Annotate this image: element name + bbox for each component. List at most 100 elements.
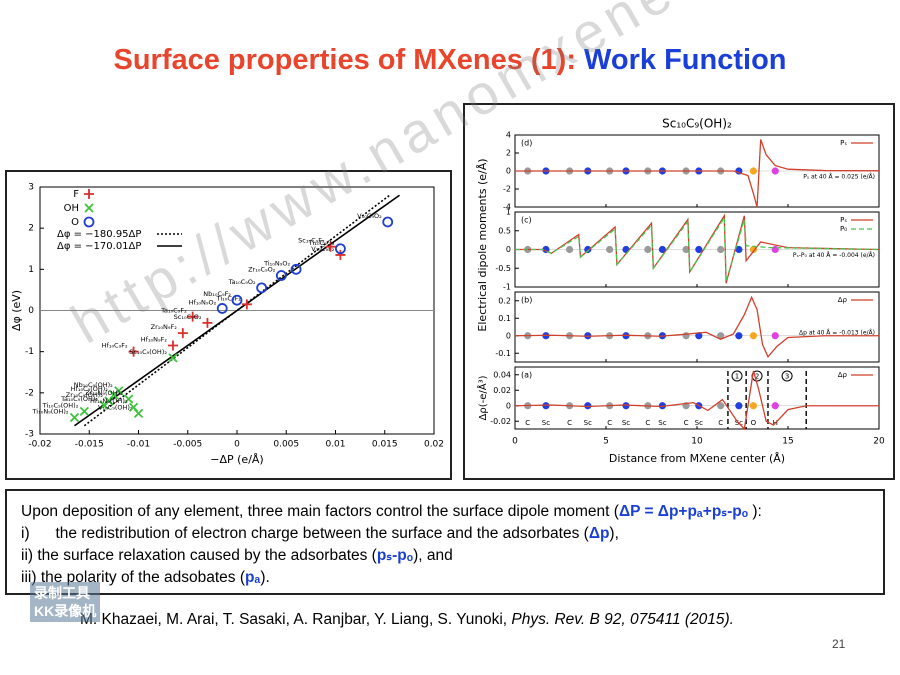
scatter-chart: -0.02 -0.015 -0.01 -0.005 0 0.005 0.01 0.015 0.0… <box>5 170 452 480</box>
atom-dot <box>644 245 652 254</box>
y-tick-label: 1 <box>506 208 511 217</box>
atom-label: C <box>525 419 530 427</box>
y-tick-label: 3 <box>28 183 34 193</box>
atom-dot <box>771 245 779 254</box>
x-tick-label: -0.02 <box>28 440 51 450</box>
legend-label: Pₛ <box>840 216 847 224</box>
x-tick-label: -0.01 <box>127 440 150 450</box>
legend-label: Δφ = −170.01ΔP <box>57 241 141 252</box>
y-tick-label: 0 <box>506 167 511 176</box>
atom-label: Sc <box>658 419 666 427</box>
y-tick-label: 0.1 <box>498 314 511 323</box>
y-tick-label: -2 <box>503 185 511 194</box>
y-tick-label: 1 <box>28 265 34 275</box>
point <box>128 346 139 357</box>
point-label: Ti₁₀C₉F₂ <box>216 294 242 302</box>
atom-dot <box>717 402 725 410</box>
y-tick-label: 0 <box>506 401 511 410</box>
item-prefix: ii) <box>21 547 38 564</box>
atom-label: Sc <box>695 419 703 427</box>
atom-label: C <box>567 419 572 427</box>
x-tick-label: 10 <box>691 437 703 447</box>
point-label: V₁₀C₉(OH)₂ <box>98 403 133 411</box>
y-tick-label: -0.02 <box>490 417 511 426</box>
point-label: Sc₁₀C₉(OH)₂ <box>129 348 167 356</box>
point-label: Sc₁₀C₉F₂ <box>298 237 325 245</box>
point-label: Ta₁₀C₉(OH)₂ <box>60 395 98 403</box>
line <box>515 215 880 282</box>
atom-dot <box>717 245 725 254</box>
atom-dot <box>658 245 667 254</box>
panel-frame <box>514 291 880 363</box>
x-tick-label: 0 <box>512 437 518 447</box>
term: Δp <box>588 525 610 542</box>
point-label: V₁₀C₉F₂ <box>311 245 335 253</box>
y-tick-label: 0 <box>28 306 34 316</box>
region-circle <box>781 370 793 382</box>
x-tick-label: 0.01 <box>325 440 345 450</box>
point-label: Hf₁₀N₉(OH)₂ <box>90 397 128 405</box>
legend-label: Δρ <box>838 371 848 379</box>
atom-dot <box>749 402 758 410</box>
atom-dot <box>735 402 743 410</box>
point <box>256 282 268 294</box>
legend-label: Δρ <box>838 296 848 304</box>
text: Upon deposition of any element, three ma… <box>21 503 619 520</box>
point <box>335 243 346 255</box>
region-label: 2 <box>755 373 759 381</box>
atom-dot <box>682 332 690 340</box>
text-box: Upon deposition of any element, three ma… <box>5 489 885 595</box>
atom-dot <box>682 245 690 254</box>
x-tick-label: 0.015 <box>372 440 398 450</box>
panel-label: (b) <box>521 296 532 305</box>
atom-label: Sc <box>542 419 550 427</box>
y-tick-label: 4 <box>506 131 511 140</box>
page-number: 21 <box>832 637 846 651</box>
atom-dot <box>735 332 743 340</box>
point-label: Nb₁₀C₉F₂ <box>203 290 231 298</box>
legend-label: Δφ = −180.95ΔP <box>57 229 141 240</box>
y-axis-label: Electrical dipole moments (e/Å) <box>476 158 489 331</box>
badge-line: KK录像机 <box>34 603 97 619</box>
x-tick-label: -0.005 <box>173 440 202 450</box>
text-line: iii) the polarity of the adsobates (pₐ). <box>21 567 869 589</box>
text: the polarity of the adsobates ( <box>40 569 246 586</box>
point <box>69 412 80 423</box>
atom-label: Sc <box>584 419 592 427</box>
atom-dot <box>749 245 758 254</box>
point-label: Ti₁₀C₉O₂ <box>308 239 335 247</box>
atom-dot <box>695 245 703 254</box>
point <box>99 400 109 410</box>
point-label: Zr₁₀C₉O₂ <box>248 266 276 274</box>
fit-line <box>74 194 400 427</box>
marker <box>84 189 94 199</box>
item-list: i) the redistribution of electron charge… <box>21 523 869 589</box>
atom-label: C <box>684 419 689 427</box>
point-label: Hf₁₀N₉O₂ <box>189 298 217 306</box>
atom-dot <box>584 402 592 410</box>
point <box>202 317 213 328</box>
recorder-badge: 录制工具 KK录像机 <box>30 582 101 622</box>
atom-dot <box>606 245 614 254</box>
authors: M. Khazaei, M. Arai, T. Sasaki, A. Ranjb… <box>80 611 512 628</box>
atom-dot <box>735 245 743 254</box>
point <box>382 216 394 228</box>
region-circle <box>731 370 743 382</box>
point-label: V₁₀C₉O₂ <box>357 212 382 220</box>
point-label: Ta₁₀C₉O₂ <box>228 278 256 286</box>
y-axis-label: Δφ (eV) <box>10 290 23 331</box>
point <box>167 340 178 351</box>
point <box>335 249 346 260</box>
panel-note: Pₛ-P₀ at 40 Å = -0.004 (e/Å) <box>793 252 875 259</box>
x-tick-label: 0.02 <box>424 440 444 450</box>
x-tick-label: -0.015 <box>75 440 104 450</box>
marker <box>84 203 94 213</box>
line <box>515 139 880 208</box>
y-tick-label: 0.5 <box>498 226 511 235</box>
text: ), and <box>413 547 453 564</box>
point <box>128 402 139 412</box>
legend-label: F <box>73 189 79 200</box>
point <box>187 311 198 322</box>
atom-dot <box>771 402 779 410</box>
text-line: ii) the surface relaxation caused by the… <box>21 545 869 567</box>
